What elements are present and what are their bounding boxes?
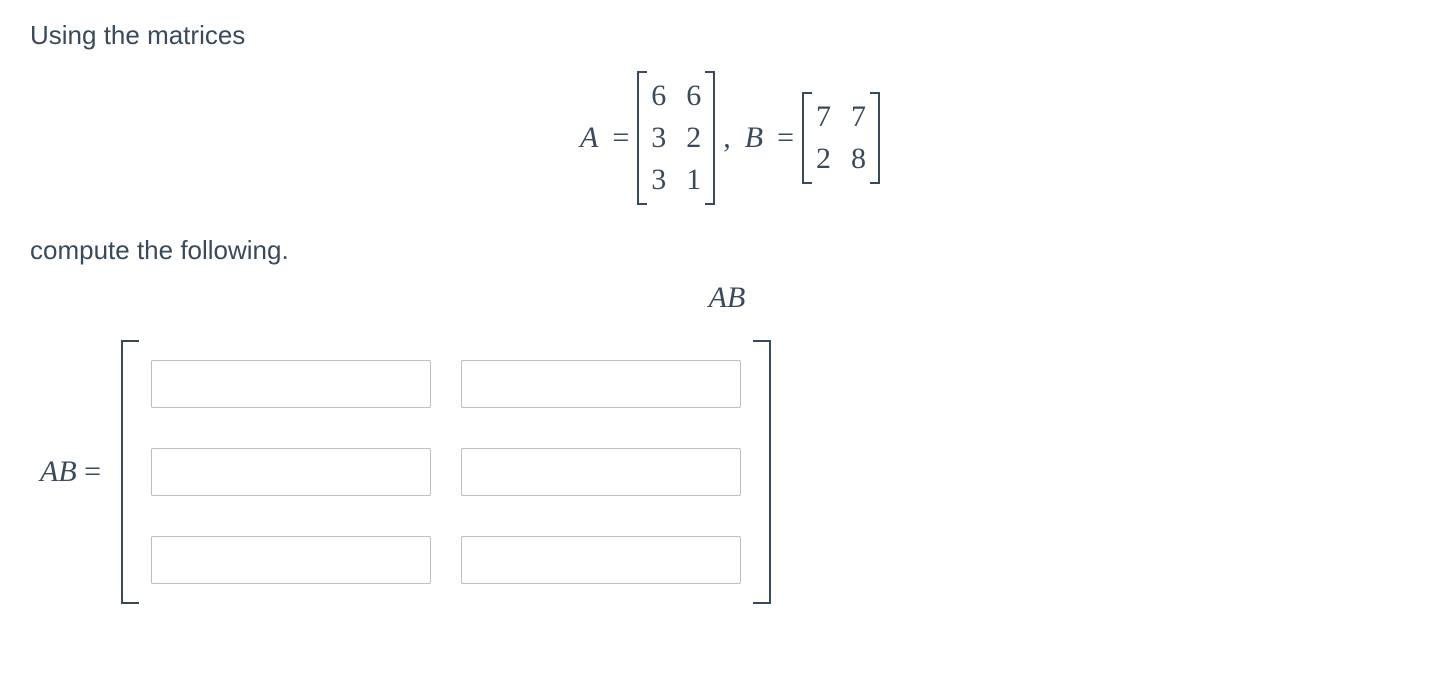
matrix-b-cell: 8 xyxy=(851,142,866,176)
matrix-a-cell: 6 xyxy=(651,79,666,113)
matrix-a: 6 6 3 2 3 1 xyxy=(637,71,715,205)
matrix-b-cell: 7 xyxy=(816,100,831,134)
answer-input-2-1[interactable] xyxy=(461,536,741,584)
matrix-a-cell: 3 xyxy=(651,121,666,155)
matrices-display: A = 6 6 3 2 3 1 , B = 7 7 2 8 xyxy=(30,71,1424,205)
answer-input-2-0[interactable] xyxy=(151,536,431,584)
matrix-b-label: B xyxy=(745,121,763,155)
matrix-a-cell: 6 xyxy=(686,79,701,113)
answer-area: AB = xyxy=(40,340,1424,604)
answer-input-0-1[interactable] xyxy=(461,360,741,408)
matrix-a-cell: 1 xyxy=(686,163,701,197)
answer-input-1-0[interactable] xyxy=(151,448,431,496)
compute-target: AB xyxy=(30,281,1424,315)
intro-text: Using the matrices xyxy=(30,20,1424,51)
matrix-a-cell: 2 xyxy=(686,121,701,155)
matrix-a-cell: 3 xyxy=(651,163,666,197)
answer-matrix xyxy=(121,340,771,604)
answer-input-0-0[interactable] xyxy=(151,360,431,408)
equals-sign: = xyxy=(777,121,794,155)
equals-sign: = xyxy=(612,121,629,155)
compute-prompt: compute the following. xyxy=(30,235,1424,266)
answer-label: AB = xyxy=(40,455,101,489)
matrix-a-label: A xyxy=(580,121,598,155)
comma: , xyxy=(723,121,731,155)
matrix-b: 7 7 2 8 xyxy=(802,92,880,184)
matrix-b-cell: 7 xyxy=(851,100,866,134)
answer-input-1-1[interactable] xyxy=(461,448,741,496)
matrix-b-cell: 2 xyxy=(816,142,831,176)
